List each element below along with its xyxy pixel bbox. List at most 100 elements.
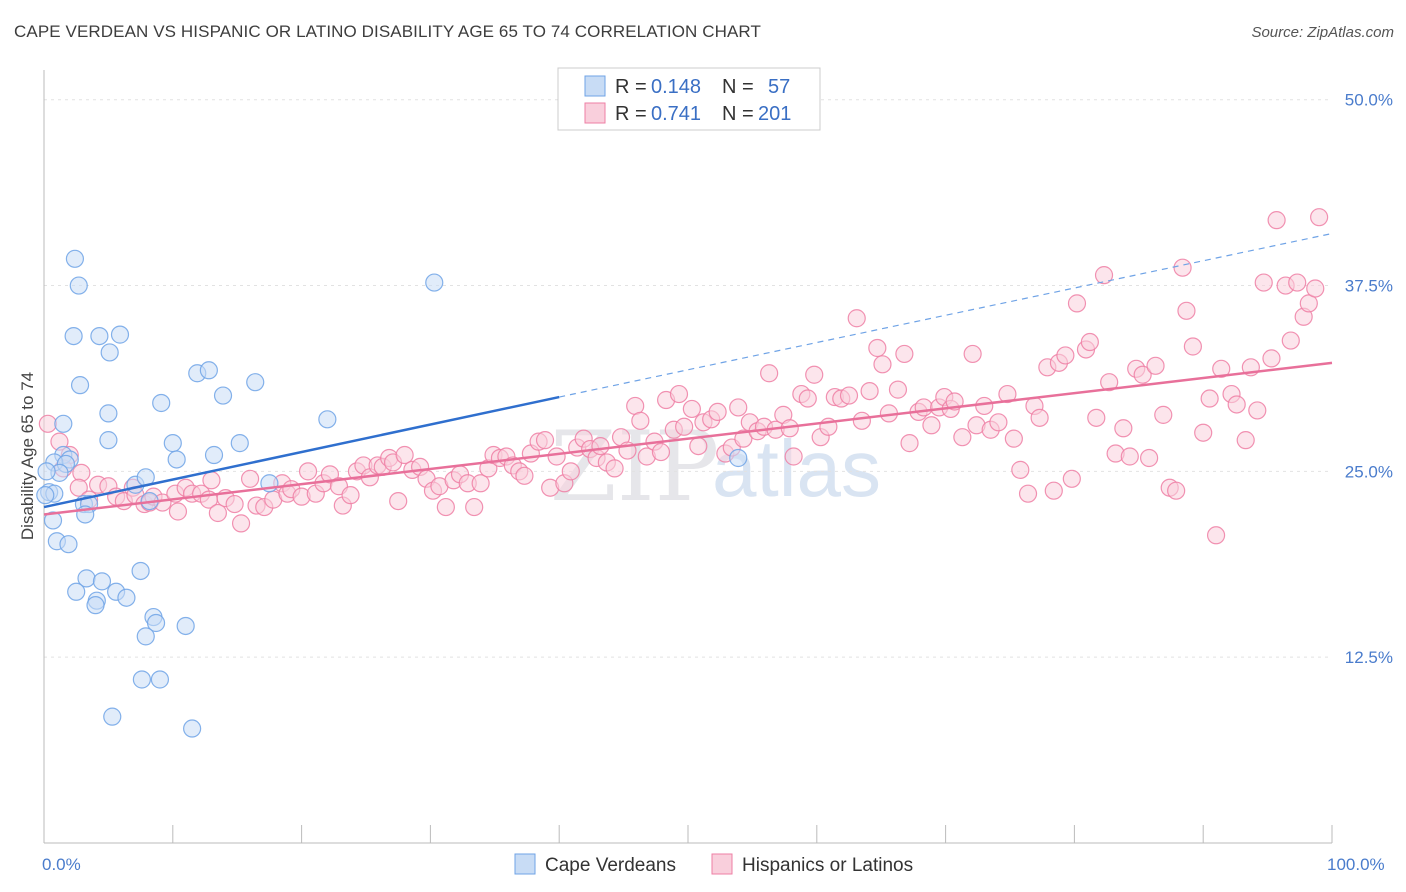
point-hispanic — [1227, 395, 1246, 414]
point-cape-verdean — [146, 613, 166, 633]
stats-legend: R = 0.148 N = 57 R = 0.741 N = 201 — [557, 67, 821, 131]
point-hispanic — [669, 384, 689, 404]
point-hispanic — [389, 491, 408, 511]
point-hispanic — [1248, 401, 1267, 420]
series-legend-label-cape-verdeans: Cape Verdeans — [545, 855, 676, 876]
point-cape-verdean — [176, 616, 195, 636]
legend-n-label-2: N = — [722, 103, 754, 125]
point-cape-verdean — [246, 373, 265, 392]
x-tick-label-max: 100.0% — [1327, 855, 1385, 874]
point-hispanic — [591, 436, 610, 456]
point-hispanic — [839, 386, 859, 405]
point-hispanic — [922, 416, 941, 435]
point-cape-verdean — [136, 627, 155, 646]
y-tick-label: 50.0% — [1345, 91, 1393, 110]
point-hispanic — [860, 381, 879, 401]
point-hispanic — [953, 428, 972, 447]
legend-r-value-2: 0.741 — [651, 103, 701, 125]
point-hispanic — [1140, 448, 1159, 468]
point-hispanic — [1267, 211, 1286, 230]
point-hispanic — [395, 445, 414, 465]
point-hispanic — [69, 478, 88, 497]
point-hispanic — [1177, 301, 1196, 320]
point-hispanic — [341, 486, 360, 505]
point-cape-verdean — [131, 561, 150, 581]
point-cape-verdean — [110, 325, 130, 344]
point-cape-verdean — [37, 462, 56, 481]
point-hispanic — [1306, 279, 1325, 298]
point-hispanic — [682, 399, 701, 419]
point-hispanic — [465, 497, 484, 517]
point-cape-verdean — [86, 596, 105, 615]
point-hispanic — [1167, 481, 1186, 500]
point-cape-verdean — [132, 670, 151, 689]
point-hispanic — [1120, 447, 1139, 466]
x-tick-label-min: 0.0% — [42, 855, 81, 874]
point-hispanic — [547, 447, 566, 466]
point-hispanic — [240, 469, 260, 488]
point-hispanic — [1062, 469, 1081, 488]
point-hispanic — [1080, 332, 1099, 352]
point-hispanic — [1056, 346, 1075, 365]
series-legend-swatch-hispanics — [711, 853, 733, 875]
point-hispanic — [515, 466, 534, 485]
point-hispanic — [631, 411, 650, 430]
point-hispanic — [605, 459, 624, 478]
point-hispanic — [895, 344, 914, 364]
point-hispanic — [760, 364, 779, 383]
point-cape-verdean — [67, 582, 86, 601]
point-cape-verdean — [729, 448, 748, 468]
point-hispanic — [1030, 408, 1049, 427]
y-axis-label: Disability Age 65 to 74 — [18, 372, 37, 540]
point-cape-verdean — [64, 326, 83, 346]
point-hispanic — [1094, 266, 1114, 285]
point-hispanic — [202, 471, 221, 490]
point-hispanic — [1018, 484, 1038, 503]
point-hispanic — [963, 344, 982, 364]
point-hispanic — [471, 474, 490, 493]
point-hispanic — [873, 355, 892, 374]
series-legend: Cape Verdeans Hispanics or Latinos — [514, 853, 913, 876]
point-cape-verdean — [199, 361, 218, 380]
legend-r-label-1: R = — [615, 76, 647, 98]
point-hispanic — [651, 442, 671, 462]
point-hispanic — [1200, 389, 1219, 408]
point-hispanic — [1087, 408, 1106, 427]
point-hispanic — [1133, 365, 1152, 384]
chart-title: CAPE VERDEAN VS HISPANIC OR LATINO DISAB… — [14, 22, 761, 41]
point-hispanic — [535, 431, 555, 450]
point-hispanic — [1183, 337, 1202, 356]
point-hispanic — [1004, 429, 1023, 448]
point-hispanic — [998, 384, 1017, 404]
point-hispanic — [852, 411, 871, 430]
point-hispanic — [805, 365, 824, 384]
point-cape-verdean — [92, 572, 112, 591]
point-cape-verdean — [69, 276, 88, 295]
point-hispanic — [225, 494, 244, 514]
point-hispanic — [975, 396, 994, 416]
point-cape-verdean — [100, 343, 119, 362]
point-hispanic — [1206, 526, 1226, 545]
y-tick-labels: 12.5% 25.0% 37.5% 50.0% — [1345, 91, 1393, 667]
point-hispanic — [914, 398, 933, 417]
point-hispanic — [168, 502, 188, 521]
point-hispanic — [847, 309, 866, 328]
point-hispanic — [1212, 359, 1231, 378]
legend-n-value-2: 201 — [758, 103, 791, 125]
point-cape-verdean — [65, 249, 85, 268]
point-hispanic — [708, 402, 727, 422]
legend-n-value-1: 57 — [768, 76, 790, 98]
point-cape-verdean — [99, 431, 118, 450]
point-hispanic — [868, 338, 887, 358]
point-hispanic — [784, 447, 803, 466]
point-hispanic — [1281, 331, 1300, 350]
point-cape-verdean — [425, 273, 444, 292]
point-cape-verdean — [204, 445, 224, 465]
point-hispanic — [208, 503, 227, 523]
y-tick-label: 37.5% — [1345, 277, 1393, 296]
point-cape-verdean — [36, 486, 55, 505]
point-hispanic — [436, 497, 455, 517]
point-hispanic — [729, 398, 748, 417]
point-hispanic — [298, 462, 318, 481]
